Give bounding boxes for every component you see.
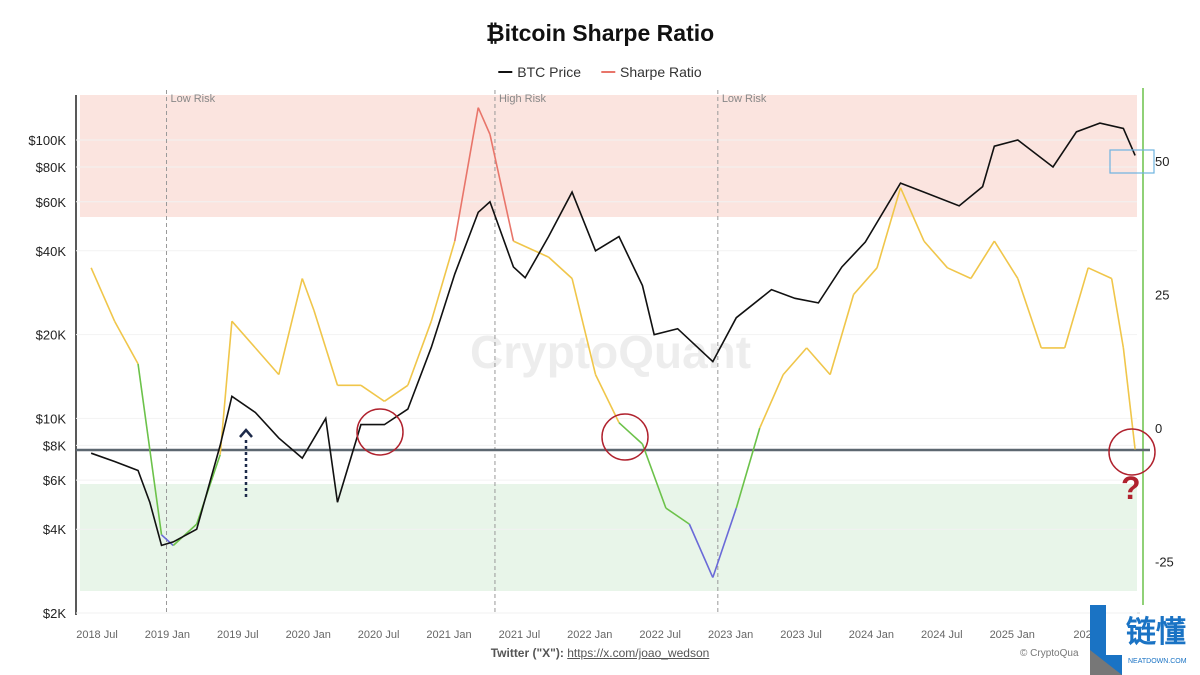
- left-tick-label: $100K: [28, 133, 66, 148]
- credit-link[interactable]: https://x.com/joao_wedson: [567, 646, 710, 660]
- right-tick-label: -25: [1155, 555, 1174, 570]
- sharpe-segment: [759, 374, 784, 429]
- sharpe-segment: [137, 363, 163, 535]
- sharpe-segment: [993, 240, 1019, 279]
- zone-label: High Risk: [499, 93, 547, 105]
- arrow-head-icon: [239, 428, 253, 438]
- sharpe-segment: [618, 422, 643, 445]
- highlight-circle: [1108, 428, 1156, 476]
- x-tick-label: 2024 Jan: [849, 629, 894, 641]
- logo-subtext: NEATDOWN.COM: [1128, 658, 1187, 665]
- sharpe-segment: [594, 374, 620, 424]
- sharpe-segment: [1087, 267, 1112, 280]
- sharpe-segment: [313, 310, 339, 386]
- left-tick-label: $2K: [43, 606, 66, 621]
- sharpe-segment: [947, 267, 972, 280]
- sharpe-segment: [513, 240, 549, 258]
- sharpe-segment: [453, 107, 480, 242]
- sharpe-segment: [782, 347, 808, 376]
- sharpe-segment: [665, 507, 690, 525]
- copyright: © CryptoQua: [1020, 648, 1079, 659]
- highlight-circle: [601, 413, 649, 461]
- low-risk-zone: [80, 484, 1137, 591]
- sharpe-segment: [430, 240, 456, 322]
- sharpe-segment: [113, 320, 139, 365]
- chart-title: ₿itcoin Sharpe Ratio: [485, 20, 715, 46]
- sharpe-segment: [278, 278, 304, 375]
- zone-label: Low Risk: [171, 93, 216, 105]
- sharpe-segment: [571, 278, 597, 375]
- credit: Twitter ("X"): https://x.com/joao_wedson: [491, 646, 710, 660]
- x-tick-label: 2023 Jan: [708, 629, 753, 641]
- left-tick-label: $10K: [36, 411, 67, 426]
- question-mark: ?: [1121, 470, 1141, 506]
- left-tick-label: $20K: [36, 328, 67, 343]
- x-tick-label: 2022 Jan: [567, 629, 612, 641]
- left-tick-label: $40K: [36, 244, 67, 259]
- sharpe-segment: [301, 278, 315, 311]
- right-tick-label: 50: [1155, 154, 1169, 169]
- sharpe-segment: [489, 134, 515, 242]
- x-tick-label: 202: [1073, 629, 1091, 641]
- sharpe-segment: [254, 347, 280, 376]
- sharpe-segment: [548, 256, 573, 280]
- high-risk-zone: [80, 95, 1137, 217]
- sharpe-segment: [735, 427, 761, 509]
- legend: BTC Price Sharpe Ratio: [490, 60, 709, 80]
- sharpe-segment: [360, 384, 385, 402]
- sharpe-segment: [852, 267, 878, 296]
- sharpe-segment: [829, 294, 855, 375]
- x-tick-label: 2018 Jul: [76, 629, 118, 641]
- sharpe-segment: [899, 187, 925, 242]
- left-tick-label: $60K: [36, 195, 67, 210]
- btc-price-line: [90, 122, 1136, 547]
- x-tick-label: 2024 Jul: [921, 629, 963, 641]
- x-tick-label: 2020 Jul: [358, 629, 400, 641]
- x-tick-label: 2025 Jan: [990, 629, 1035, 641]
- x-tick-label: 2021 Jan: [426, 629, 471, 641]
- sharpe-segment: [90, 267, 116, 322]
- sharpe-segment: [1122, 347, 1136, 450]
- left-tick-label: $80K: [36, 160, 67, 175]
- left-tick-label: $4K: [43, 522, 66, 537]
- legend-label: Sharpe Ratio: [619, 64, 702, 80]
- neatdown-logo: [1090, 605, 1122, 675]
- sharpe-segment: [477, 107, 491, 135]
- sharpe-segment: [970, 240, 996, 279]
- legend-item-sharpe[interactable]: Sharpe Ratio: [600, 64, 702, 80]
- x-tick-label: 2019 Jan: [145, 629, 190, 641]
- logo-text: 链懂: [1126, 616, 1186, 649]
- sharpe-segment: [806, 347, 831, 376]
- left-tick-label: $6K: [43, 473, 66, 488]
- sharpe-segment: [407, 320, 433, 386]
- sharpe-segment: [1063, 267, 1089, 349]
- sharpe-segment: [383, 384, 409, 402]
- x-tick-label: 2023 Jul: [780, 629, 822, 641]
- legend-item-price[interactable]: BTC Price: [498, 64, 581, 80]
- left-tick-label: $8K: [43, 438, 66, 453]
- sharpe-segment: [1110, 278, 1125, 349]
- right-tick-label: 25: [1155, 288, 1169, 303]
- zone-label: Low Risk: [722, 93, 767, 105]
- credit-label: Twitter ("X"):: [490, 646, 564, 660]
- sharpe-segment: [688, 523, 714, 578]
- highlight-circle: [356, 408, 404, 456]
- sharpe-segment: [160, 534, 174, 547]
- sharpe-segment: [1017, 278, 1043, 349]
- sharpe-segment: [231, 320, 256, 349]
- sharpe-segment: [876, 187, 902, 269]
- x-tick-label: 2020 Jan: [286, 629, 331, 641]
- highlight-box: [1109, 149, 1155, 174]
- sharpe-segment: [923, 240, 949, 269]
- x-tick-label: 2022 Jul: [639, 629, 681, 641]
- x-tick-label: 2021 Jul: [499, 629, 541, 641]
- sharpe-segment: [712, 507, 738, 578]
- sharpe-segment: [219, 321, 233, 455]
- legend-label: BTC Price: [517, 64, 582, 80]
- sharpe-segment: [641, 443, 667, 509]
- x-tick-label: 2019 Jul: [217, 629, 259, 641]
- right-tick-label: 0: [1155, 421, 1162, 436]
